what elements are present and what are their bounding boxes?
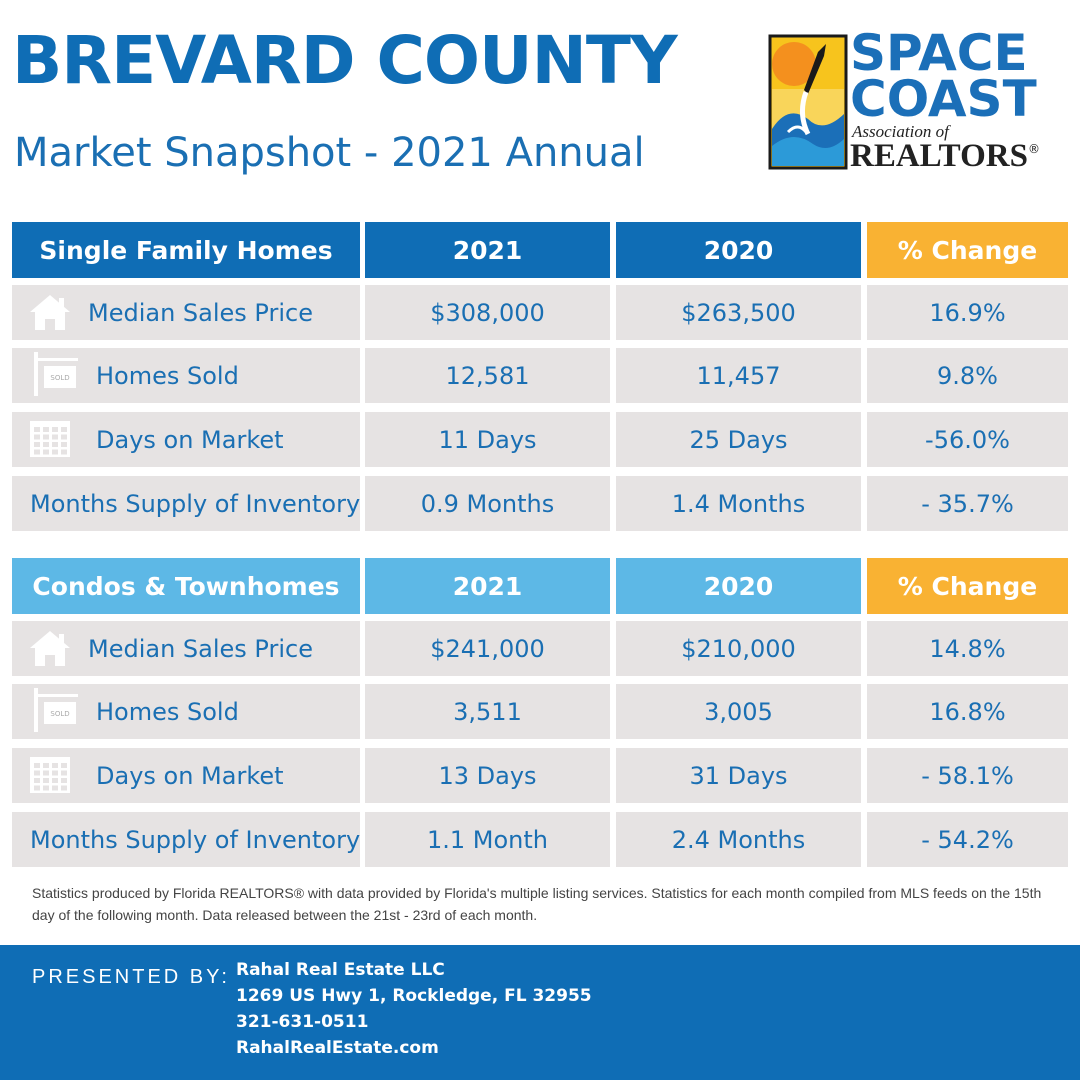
header-cell: % Change: [867, 222, 1068, 278]
row-icon: [28, 419, 72, 465]
data-cell: 16.8%: [867, 684, 1068, 739]
data-cell: 3,005: [616, 684, 861, 739]
data-cell: $241,000: [365, 621, 610, 676]
row-label: Months Supply of Inventory: [12, 476, 360, 531]
logo-text: COAST: [850, 70, 1037, 128]
subtitle: Market Snapshot - 2021 Annual: [14, 130, 645, 176]
footer: [0, 945, 1080, 1080]
header-cell: % Change: [867, 558, 1068, 614]
data-cell: 14.8%: [867, 621, 1068, 676]
data-cell: 0.9 Months: [365, 476, 610, 531]
row-label: Months Supply of Inventory: [12, 812, 360, 867]
header-cell: 2021: [365, 222, 610, 278]
row-icon: SOLD: [30, 352, 80, 402]
data-cell: 25 Days: [616, 412, 861, 467]
row-label: Homes Sold SOLD: [12, 348, 360, 403]
logo-graphic: [768, 34, 848, 170]
data-cell: $308,000: [365, 285, 610, 340]
row-icon: [28, 628, 72, 674]
logo-text: REALTORS: [850, 138, 1028, 174]
data-cell: 9.8%: [867, 348, 1068, 403]
data-cell: - 35.7%: [867, 476, 1068, 531]
row-label: Homes Sold SOLD: [12, 684, 360, 739]
data-cell: $263,500: [616, 285, 861, 340]
row-icon: [28, 292, 72, 338]
row-label: Median Sales Price: [12, 621, 360, 676]
logo-text: Association of: [852, 122, 949, 141]
data-cell: 3,511: [365, 684, 610, 739]
data-cell: 13 Days: [365, 748, 610, 803]
data-cell: $210,000: [616, 621, 861, 676]
sign-text: SOLD: [50, 710, 69, 718]
data-cell: - 58.1%: [867, 748, 1068, 803]
data-cell: 1.4 Months: [616, 476, 861, 531]
header-cell: Single Family Homes: [12, 222, 360, 278]
footer-line: 1269 US Hwy 1, Rockledge, FL 32955: [236, 986, 592, 1006]
title: BREVARD COUNTY: [12, 22, 678, 99]
footer-line: Rahal Real Estate LLC: [236, 960, 445, 980]
data-cell: 11 Days: [365, 412, 610, 467]
row-label: Days on Market: [12, 412, 360, 467]
data-cell: 16.9%: [867, 285, 1068, 340]
presented-by: PRESENTED BY:: [32, 966, 230, 988]
data-cell: -56.0%: [867, 412, 1068, 467]
data-cell: 1.1 Month: [365, 812, 610, 867]
data-cell: - 54.2%: [867, 812, 1068, 867]
logo-mark: ®: [1028, 142, 1040, 156]
header-cell: 2021: [365, 558, 610, 614]
data-cell: 12,581: [365, 348, 610, 403]
sign-text: SOLD: [50, 374, 69, 382]
footer-line: RahalRealEstate.com: [236, 1038, 439, 1058]
header-cell: 2020: [616, 558, 861, 614]
row-label: Days on Market: [12, 748, 360, 803]
data-cell: 2.4 Months: [616, 812, 861, 867]
footnote: Statistics produced by Florida REALTORS®…: [32, 885, 1042, 923]
row-icon: SOLD: [30, 688, 80, 738]
logo-text: SPACE: [850, 24, 1028, 82]
data-cell: 11,457: [616, 348, 861, 403]
header-cell: Condos & Townhomes: [12, 558, 360, 614]
data-cell: 31 Days: [616, 748, 861, 803]
row-icon: [28, 755, 72, 801]
row-label: Median Sales Price: [12, 285, 360, 340]
footer-line: 321-631-0511: [236, 1012, 369, 1032]
header-cell: 2020: [616, 222, 861, 278]
